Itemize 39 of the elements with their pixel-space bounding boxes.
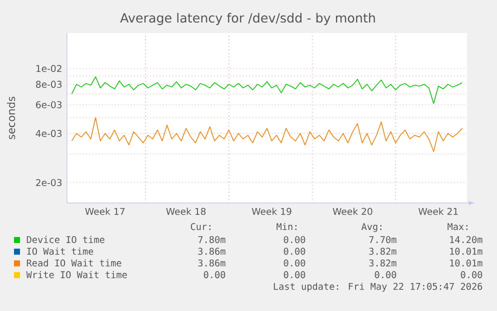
x-tick-label: Week 20 — [332, 208, 372, 215]
text: 3.86m — [198, 248, 226, 255]
text: 3.82m — [369, 248, 396, 255]
text: 3.82m — [369, 259, 396, 267]
line-series — [71, 117, 463, 152]
text: 0.00 — [460, 271, 482, 278]
text: 14.20m — [450, 236, 482, 244]
text: Min: — [276, 222, 296, 230]
text: Max: — [448, 223, 468, 230]
text: 3.86m — [198, 259, 226, 267]
x-tick-label: Week 21 — [418, 208, 458, 215]
text: Last update: Fri May 22 17:05:47 2026 — [274, 282, 482, 292]
legend-label: Write IO Wait time — [26, 271, 127, 278]
text: 0.00 — [374, 271, 396, 278]
text: 7.70m — [369, 236, 396, 244]
line-series — [71, 76, 463, 104]
text: 0.00 — [284, 236, 306, 244]
x-tick-label: Week 17 — [85, 208, 125, 215]
legend-label: Device IO time — [26, 236, 104, 244]
text: 10.01m — [450, 259, 482, 267]
text: 7.80m — [198, 236, 226, 244]
y-tick-label: 6e-03 — [36, 101, 62, 108]
y-tick-label: 1e-02 — [36, 64, 62, 72]
legend-label: Read IO Wait time — [26, 259, 122, 267]
text: 0.00 — [204, 271, 226, 278]
chart-title: Average latency for /dev/sdd - by month — [120, 12, 375, 26]
y-tick-label: 2e-03 — [36, 179, 62, 186]
legend-label: IO Wait time — [27, 248, 94, 255]
text: 0.00 — [284, 271, 306, 278]
x-tick-label: Week 19 — [252, 208, 292, 215]
x-tick-label: Week 18 — [166, 208, 206, 215]
y-tick-label: 4e-03 — [36, 130, 62, 137]
y-axis-title: seconds — [6, 96, 16, 140]
text: 10.01m — [450, 248, 482, 255]
text: Avg: — [361, 223, 382, 232]
text: 0.00 — [284, 248, 306, 255]
y-tick-label: 8e-03 — [36, 80, 62, 88]
text: 0.00 — [284, 259, 306, 267]
text: Cur: — [190, 223, 210, 230]
